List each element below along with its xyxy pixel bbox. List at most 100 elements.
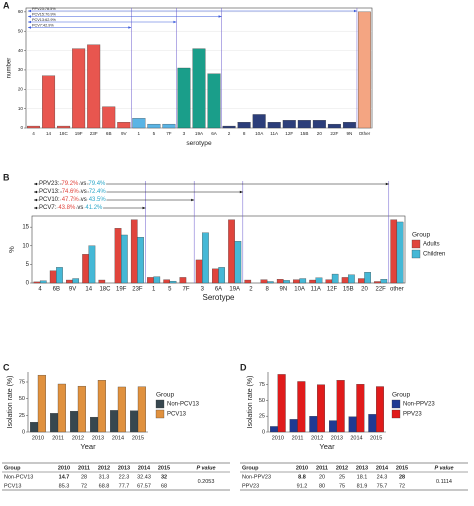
arrow-tail — [34, 182, 37, 186]
y-tick-label: 0 — [26, 281, 30, 287]
bar — [234, 241, 242, 284]
table-header: 2010 — [58, 465, 70, 471]
bar — [331, 273, 339, 284]
table-cell: 81.9 — [357, 483, 368, 489]
bar — [97, 380, 106, 433]
x-tick-label: 20 — [317, 131, 323, 136]
adults-rate: 47.7% — [62, 197, 80, 203]
coverage-group: PCV10: — [39, 197, 60, 203]
y-tick-label: 25 — [19, 413, 25, 419]
bar — [82, 254, 89, 284]
x-tick-label: 9V — [69, 287, 76, 293]
coverage-label: PPV23: 79.2% vs 79.4% — [39, 181, 106, 187]
bar — [368, 414, 377, 433]
bar — [218, 267, 225, 284]
x-tick-label: 2011 — [52, 435, 64, 441]
versus: vs — [81, 197, 87, 203]
arrow-head — [385, 182, 389, 186]
coverage-label: PCV10: 47.7% vs 43.5% — [39, 197, 106, 203]
legend-swatch — [155, 409, 165, 419]
x-tick-label: 4 — [38, 287, 42, 293]
coverage-label: PCV7:42.9% — [32, 24, 54, 28]
bar — [244, 279, 252, 284]
arrow-tail — [34, 206, 37, 210]
table-cell: 91.2 — [297, 483, 308, 489]
table-cell: 28 — [81, 474, 87, 480]
panel-letter: C — [3, 362, 10, 372]
x-tick-label: 19F — [75, 131, 83, 136]
bar — [270, 426, 278, 433]
bar — [37, 374, 46, 433]
bar — [50, 413, 59, 433]
table-header: 2013 — [118, 465, 130, 471]
x-axis-label: serotype — [186, 140, 212, 147]
x-tick-label: 2012 — [311, 435, 323, 441]
x-tick-label: 6A — [215, 287, 222, 293]
bar — [30, 422, 39, 433]
arrow-head — [191, 198, 195, 202]
table-cell: 8.8 — [298, 474, 306, 480]
table-header: 2012 — [336, 465, 348, 471]
table-cell: 32.43 — [137, 474, 151, 480]
x-tick-label: 6B — [106, 131, 112, 136]
bar — [177, 67, 191, 129]
arrow-tail — [34, 198, 37, 202]
bar — [357, 278, 365, 284]
bar — [57, 383, 66, 433]
bar — [39, 280, 47, 284]
bar — [147, 277, 154, 284]
y-tick-label: 75 — [19, 379, 25, 385]
y-tick-label: 40 — [18, 48, 24, 53]
coverage-label: PCV13: 74.6% vs 72.4% — [39, 189, 106, 195]
bar — [87, 44, 101, 129]
x-tick-label: 9N — [280, 287, 288, 293]
table-cell: 28 — [399, 474, 405, 480]
bar — [207, 73, 221, 129]
adults-rate: 74.6% — [62, 189, 80, 195]
x-axis-label: Year — [80, 442, 96, 451]
table-cell: 14.7 — [59, 474, 70, 480]
table-cell: 22.3 — [119, 474, 130, 480]
table-group: PPV23 — [242, 483, 259, 489]
bar — [312, 120, 326, 129]
arrow-head — [353, 9, 357, 13]
bar — [212, 268, 219, 284]
x-tick-label: 22F — [376, 287, 387, 293]
bar — [341, 277, 349, 284]
legend-label: PCV13 — [167, 412, 187, 418]
coverage-label: PCV7: 43.8% vs 41.2% — [39, 205, 103, 211]
legend-title: Group — [156, 392, 174, 399]
table-header: Group — [4, 465, 21, 471]
x-tick-label: 5 — [153, 131, 156, 136]
table-cell: 72 — [81, 483, 87, 489]
arrow-tail — [28, 9, 31, 13]
bar — [364, 272, 371, 284]
legend-swatch — [391, 399, 401, 409]
y-tick-label: 0 — [262, 429, 265, 435]
bar — [27, 125, 40, 129]
x-tick-label: 1 — [152, 287, 156, 293]
bar — [222, 125, 236, 129]
bar — [283, 280, 290, 284]
y-tick-label: 30 — [18, 67, 24, 72]
bar — [297, 120, 311, 129]
y-axis-label: number — [6, 58, 13, 79]
bar — [56, 267, 63, 284]
x-tick-label: 7F — [166, 131, 172, 136]
x-tick-label: 8 — [243, 131, 246, 136]
legend-swatch — [411, 249, 421, 259]
x-tick-label: 15B — [300, 131, 308, 136]
x-axis-label: Year — [319, 442, 335, 451]
bar — [299, 278, 307, 284]
bar — [252, 114, 266, 129]
bar — [130, 410, 139, 433]
x-tick-label: 8 — [265, 287, 269, 293]
bar — [72, 278, 80, 284]
bar — [117, 122, 131, 129]
y-tick-label: 50 — [18, 28, 24, 33]
versus: vs — [81, 189, 87, 195]
table-cell: 25 — [339, 474, 345, 480]
x-tick-label: 2012 — [72, 435, 84, 441]
bar — [336, 380, 345, 433]
legend-label: Children — [423, 252, 445, 258]
